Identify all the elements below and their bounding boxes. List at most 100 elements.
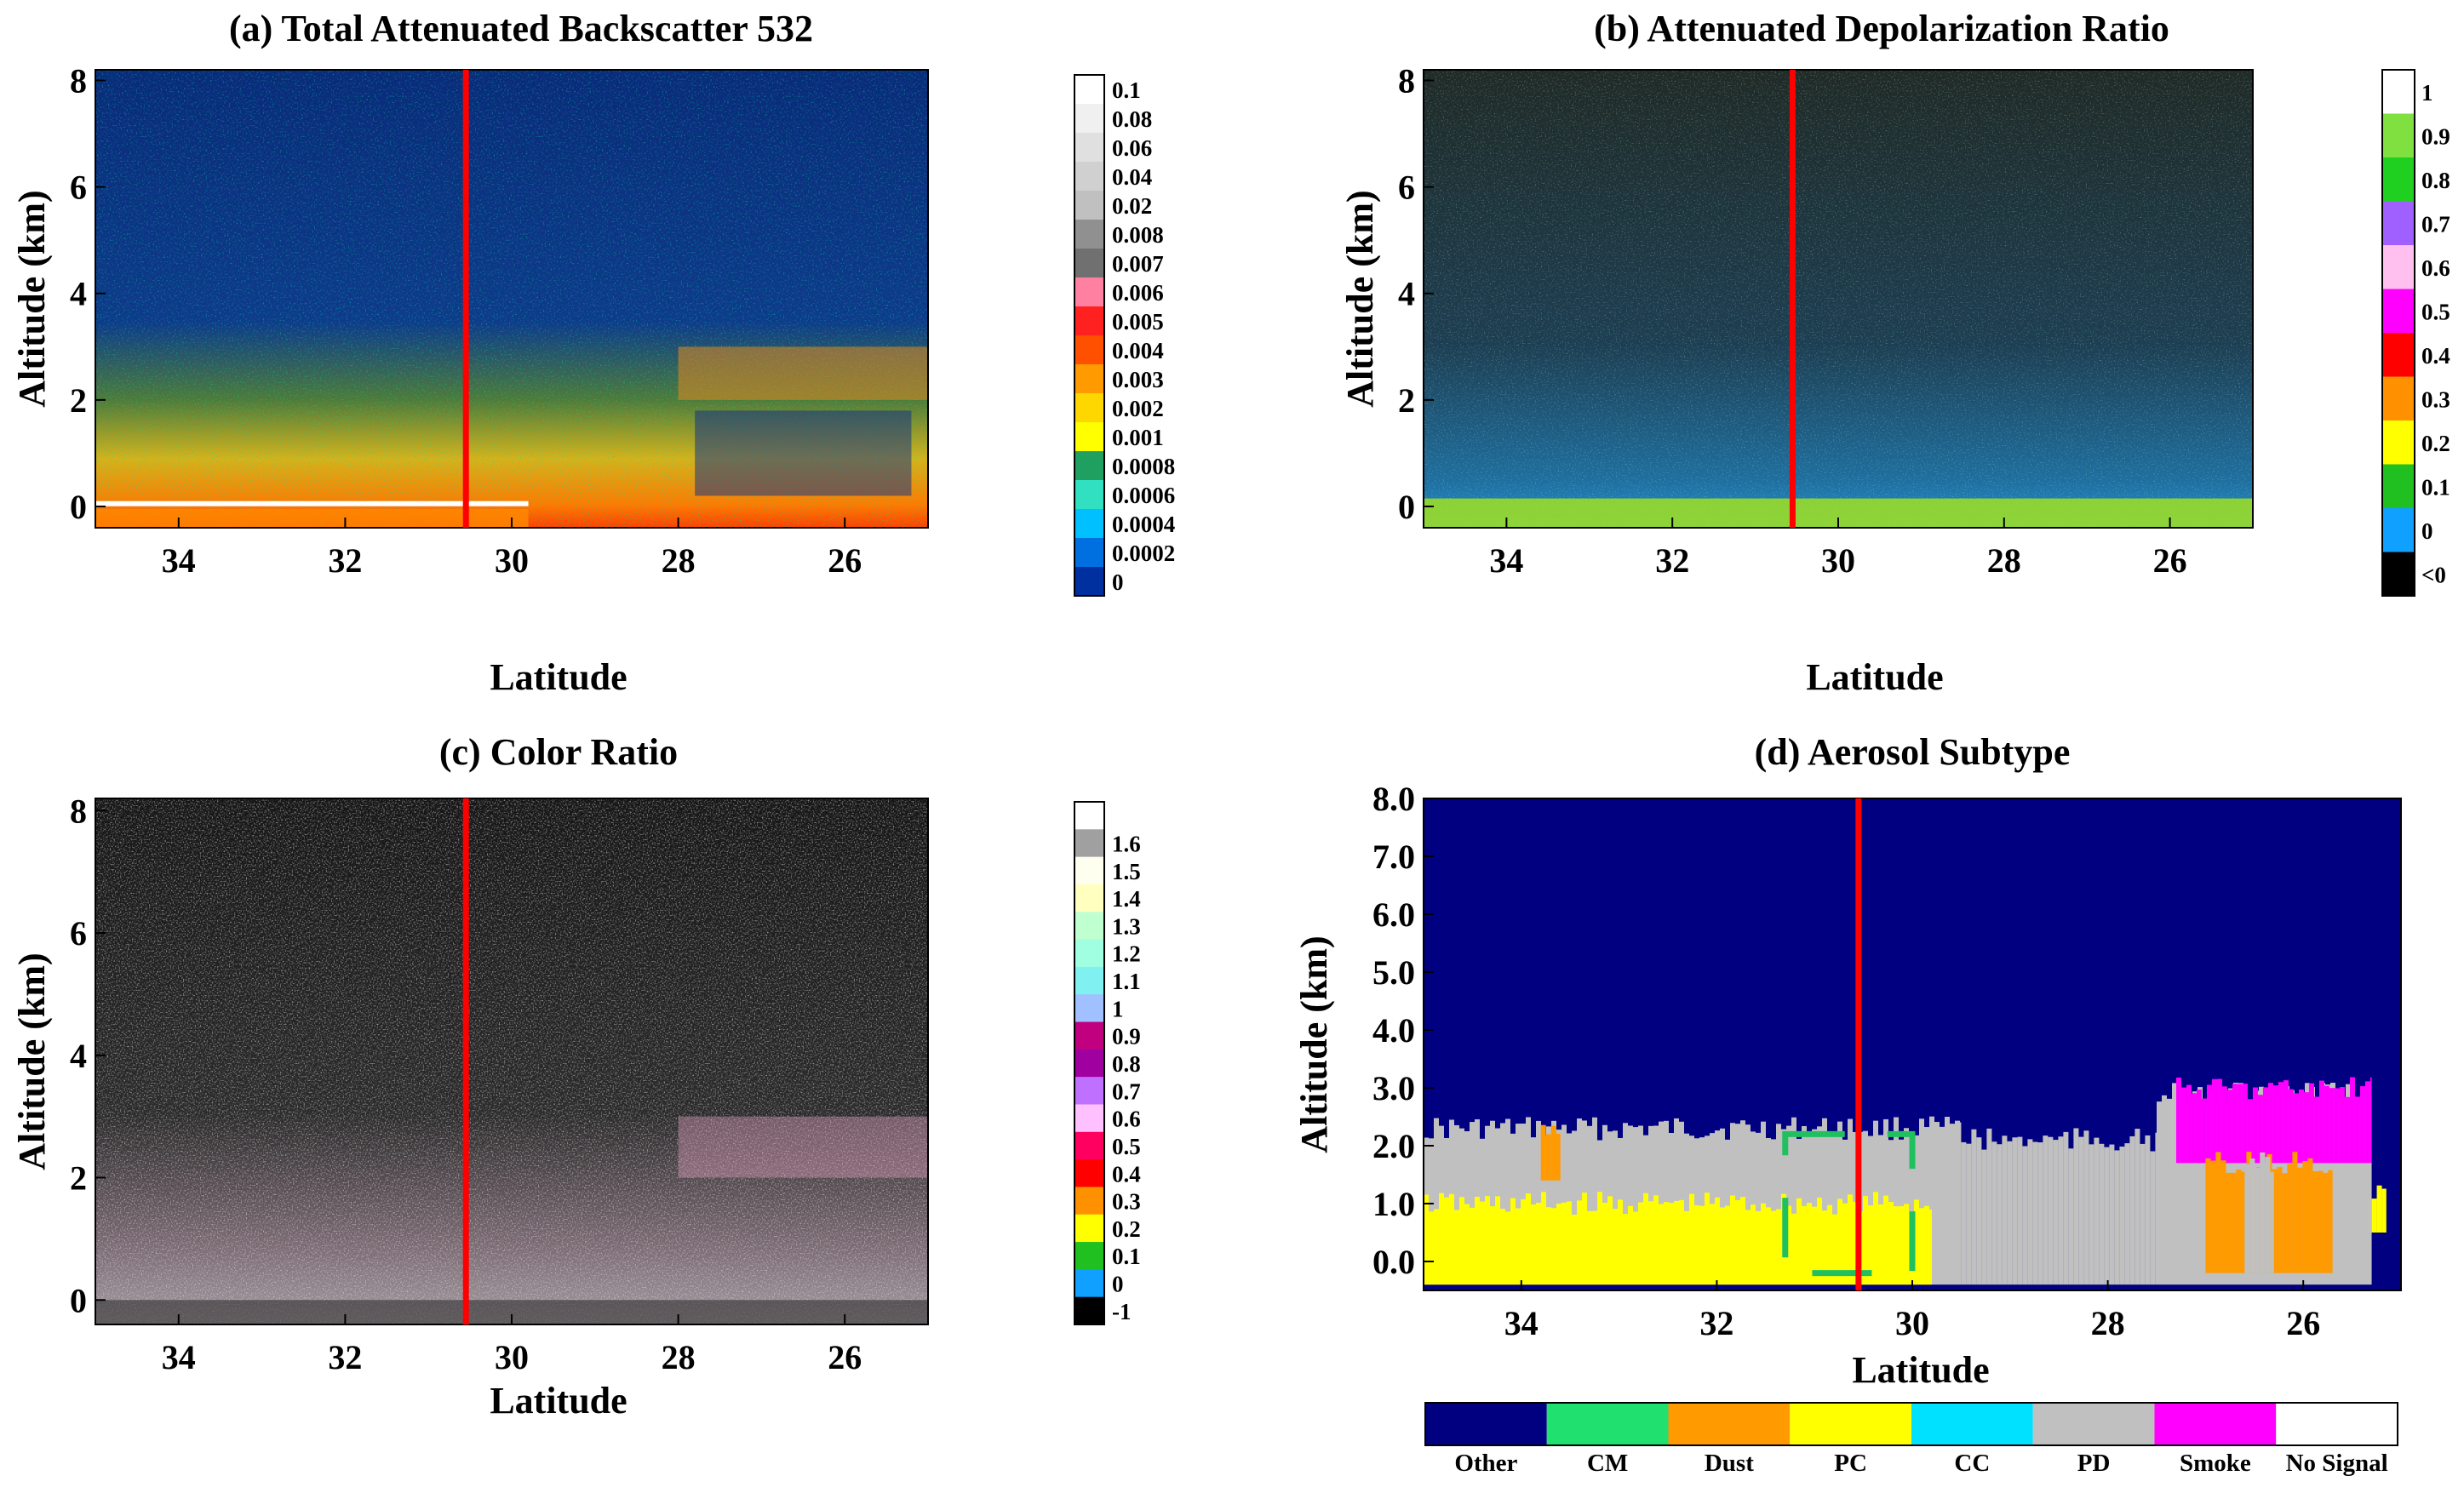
- colorbar-label: 0.1: [1112, 1244, 1141, 1269]
- subtype-cell: [1664, 1202, 1669, 1285]
- colorbar-label: 0.007: [1112, 251, 1164, 277]
- legend-swatch-smoke: [2154, 1403, 2277, 1445]
- subtype-cell: [2371, 1198, 2377, 1233]
- subtype-cell: [1997, 1144, 2003, 1285]
- y-tick-label: 8: [70, 792, 87, 830]
- colorbar: 1 0.9 0.8 0.7 0.6 0.5 0.4 0.3 0.2 0.1 0 <0: [2381, 69, 2450, 597]
- y-tick-label: 0: [70, 1281, 87, 1319]
- colorbar-swatch: [1074, 1049, 1104, 1078]
- subtype-cell: [2211, 1078, 2217, 1164]
- colorbar-label: 0.4: [2421, 343, 2450, 369]
- subtype-cell: [1919, 1208, 1924, 1285]
- legend-label: Dust: [1705, 1450, 1754, 1477]
- legend-swatch-pd: [2032, 1403, 2155, 1445]
- subtype-cell: [2237, 1084, 2243, 1164]
- colorbar-swatch: [2382, 464, 2415, 509]
- highlight-box: [1782, 1130, 1916, 1277]
- subtype-cell: [2351, 1096, 2356, 1285]
- subtype-cell: [2318, 1170, 2324, 1273]
- subtype-cell: [2089, 1144, 2094, 1285]
- subtype-cell: [1961, 1141, 1967, 1285]
- subtype-cell: [2339, 1087, 2345, 1164]
- colorbar-frame: [1074, 801, 1105, 1325]
- subtype-cell: [1725, 1205, 1730, 1285]
- subtype-cell: [2206, 1084, 2212, 1164]
- subtype-cell: [2354, 1096, 2360, 1164]
- colorbar-swatch: [2382, 245, 2415, 289]
- subtype-cell: [1791, 1213, 1796, 1285]
- x-tick-label: 28: [2091, 1304, 2125, 1342]
- subtype-cell: [2198, 1087, 2203, 1285]
- subtype-cell: [2192, 1091, 2198, 1285]
- subtype-cell: [2104, 1147, 2110, 1285]
- subtype-cell: [2119, 1147, 2125, 1285]
- x-tick-label: 30: [1821, 541, 1855, 580]
- subtype-cell: [2244, 1164, 2250, 1273]
- colorbar-swatch: [1074, 966, 1104, 995]
- y-tick-label: 4: [70, 275, 87, 313]
- colorbar-swatch: [1074, 277, 1104, 307]
- subtype-cell: [2278, 1082, 2283, 1164]
- subtype-cell: [1550, 1125, 1556, 1181]
- subtype-cell: [1638, 1202, 1643, 1285]
- x-tick-label: 26: [828, 541, 862, 580]
- colorbar-frame: [1074, 74, 1105, 597]
- y-tick-label: 5.0: [1372, 953, 1415, 992]
- subtype-cell: [1756, 1132, 1761, 1285]
- subtype-cell: [2167, 1098, 2172, 1285]
- legend-label: No Signal: [2286, 1450, 2388, 1477]
- colorbar-swatch: [2382, 157, 2415, 202]
- heatmap-noise: [1424, 70, 2253, 528]
- subtype-cell: [1516, 1208, 1521, 1285]
- subtype-cell: [2083, 1130, 2089, 1285]
- subtype-cell: [1878, 1204, 1883, 1285]
- subtype-cell: [2221, 1086, 2227, 1164]
- subtype-cell: [1551, 1208, 1556, 1285]
- subtype-cell: [2341, 1102, 2346, 1285]
- legend-frame: [1424, 1402, 2398, 1446]
- subtype-cell: [1454, 1124, 1459, 1285]
- subtype-cell: [1950, 1124, 1955, 1285]
- subtype-cell: [2037, 1142, 2043, 1285]
- subtype-cell: [1694, 1204, 1699, 1285]
- legend-label: Other: [1454, 1450, 1517, 1477]
- colorbar-swatch: [1074, 422, 1104, 452]
- subtype-cell: [1577, 1200, 1582, 1285]
- colorbar-label: 0.004: [1112, 338, 1164, 363]
- colorbar-label: 0.04: [1112, 164, 1152, 190]
- subtype-cell: [1587, 1210, 1592, 1285]
- legend-swatch-cc: [1911, 1403, 2033, 1445]
- colorbar-label: 0.001: [1112, 425, 1164, 450]
- colorbar-label: 0.6: [1112, 1107, 1141, 1132]
- subtype-cell: [1863, 1195, 1868, 1285]
- subtype-cell: [1751, 1204, 1756, 1285]
- subtype-cell: [1761, 1121, 1766, 1285]
- colorbar-swatch: [2382, 333, 2415, 377]
- y-tick-label: 3.0: [1372, 1069, 1415, 1107]
- subtype-cell: [2215, 1152, 2221, 1273]
- elevated-aerosol-layer: [678, 1116, 928, 1178]
- colorbar-swatch: [1074, 1077, 1104, 1105]
- y-tick-label: 4.0: [1372, 1011, 1415, 1050]
- colorbar-swatch: [1074, 162, 1104, 192]
- subtype-cell: [2155, 1132, 2157, 1285]
- subtype-cell: [2135, 1129, 2140, 1285]
- colorbar-swatch: [2382, 376, 2415, 421]
- subtype-cell: [1945, 1116, 1950, 1285]
- colorbar-label: 1.4: [1112, 886, 1141, 912]
- subtype-cell: [2366, 1082, 2371, 1285]
- subtype-cell: [1470, 1207, 1475, 1285]
- subtype-cell: [2307, 1158, 2313, 1273]
- legend-swatch-other: [1425, 1403, 1547, 1445]
- subtype-cell: [2267, 1083, 2273, 1164]
- colorbar-swatch: [2382, 420, 2415, 465]
- subtype-cell: [2359, 1086, 2365, 1164]
- subtype-cell: [2114, 1150, 2120, 1285]
- subtype-cell: [1899, 1206, 1904, 1285]
- subtype-cell: [2297, 1167, 2303, 1273]
- subtype-cell: [1582, 1193, 1587, 1285]
- subtype-cell: [1623, 1214, 1628, 1285]
- legend-label: PC: [1834, 1450, 1867, 1477]
- subtype-cell: [2191, 1093, 2197, 1164]
- legend-swatch-cm: [1546, 1403, 1669, 1445]
